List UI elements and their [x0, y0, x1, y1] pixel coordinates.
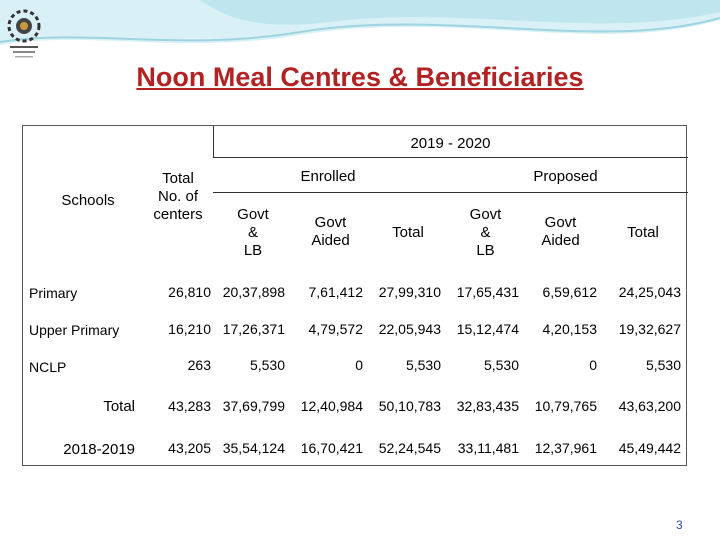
cell-value: 15,12,474 [456, 321, 519, 337]
enrolled-govt-aided-header: Govt Aided [311, 214, 350, 249]
cell-value: 26,810 [168, 284, 211, 300]
cell-value: 35,54,124 [222, 440, 285, 456]
page-number: 3 [676, 518, 683, 532]
cell-value: 5,530 [405, 357, 441, 373]
cell-value: 12,37,961 [534, 440, 597, 456]
row-label: Primary [29, 285, 78, 301]
row-label: Total [103, 398, 135, 415]
cell-value: 4,79,572 [308, 321, 364, 337]
header-wave-decoration [0, 0, 720, 45]
cell-value: 19,32,627 [618, 321, 681, 337]
total-centers-header: Total No. of centers [153, 170, 203, 223]
cell-value: 37,69,799 [222, 398, 285, 414]
cell-value: 17,65,431 [456, 284, 519, 300]
cell-value: 43,283 [168, 398, 211, 414]
proposed-govt-lb-header: Govt & LB [469, 206, 502, 259]
cell-value: 12,40,984 [300, 398, 363, 414]
page-title: Noon Meal Centres & Beneficiaries [136, 62, 584, 92]
cell-value: 10,79,765 [534, 398, 597, 414]
cell-value: 27,99,310 [378, 284, 441, 300]
beneficiaries-table: 2019 - 2020 Schools Total No. of centers… [22, 125, 688, 466]
cell-value: 5,530 [483, 357, 519, 373]
cell-value: 17,26,371 [222, 321, 285, 337]
proposed-total-header: Total [627, 224, 659, 241]
cell-value: 20,37,898 [222, 284, 285, 300]
schools-header: Schools [61, 192, 115, 209]
cell-value: 32,83,435 [456, 398, 519, 414]
row-label: NCLP [29, 359, 67, 375]
row-label: Upper Primary [29, 322, 120, 338]
enrolled-header: Enrolled [300, 168, 356, 185]
proposed-header: Proposed [533, 168, 598, 185]
cell-value: 45,49,442 [618, 440, 681, 456]
cell-value: 43,205 [168, 440, 211, 456]
proposed-govt-aided-header: Govt Aided [541, 214, 580, 249]
emblem-logo [7, 9, 41, 58]
cell-value: 263 [187, 357, 211, 373]
cell-value: 5,530 [249, 357, 285, 373]
enrolled-total-header: Total [392, 224, 424, 241]
cell-value: 24,25,043 [618, 284, 681, 300]
year-header: 2019 - 2020 [410, 135, 491, 152]
cell-value: 16,210 [168, 321, 211, 337]
cell-value: 0 [589, 357, 597, 373]
row-label: 2018-2019 [63, 441, 135, 458]
cell-value: 22,05,943 [378, 321, 441, 337]
cell-value: 52,24,545 [378, 440, 441, 456]
cell-value: 16,70,421 [300, 440, 363, 456]
cell-value: 5,530 [645, 357, 681, 373]
cell-value: 6,59,612 [542, 284, 598, 300]
cell-value: 0 [355, 357, 363, 373]
cell-value: 33,11,481 [457, 440, 519, 456]
cell-value: 43,63,200 [618, 398, 681, 414]
cell-value: 50,10,783 [378, 398, 441, 414]
cell-value: 4,20,153 [542, 321, 598, 337]
enrolled-govt-lb-header: Govt & LB [237, 206, 269, 259]
cell-value: 7,61,412 [308, 284, 364, 300]
